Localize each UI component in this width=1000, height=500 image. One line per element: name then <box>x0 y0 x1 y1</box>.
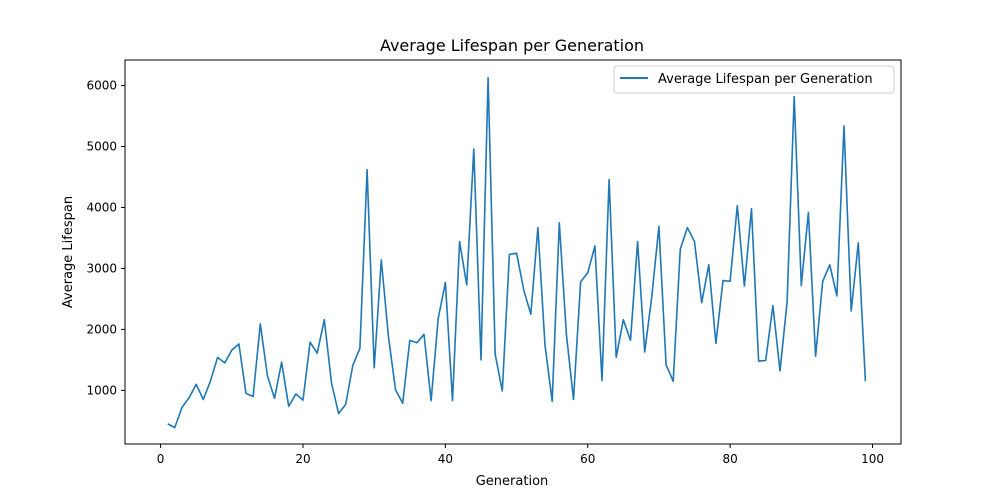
plot-frame <box>124 59 902 445</box>
legend-box <box>613 65 895 94</box>
legend: Average Lifespan per Generation <box>613 65 895 94</box>
y-tick-label: 2000 <box>86 322 117 336</box>
series-line <box>167 76 867 429</box>
x-axis-label: Generation <box>476 474 549 489</box>
y-tick-label: 3000 <box>86 261 117 275</box>
x-tick-label: 80 <box>722 452 737 466</box>
y-tick-label: 6000 <box>86 79 117 93</box>
y-axis-label: Average Lifespan <box>61 196 76 308</box>
y-tick-label: 4000 <box>86 201 117 215</box>
plot-area <box>167 76 867 429</box>
legend-label: Average Lifespan per Generation <box>658 72 873 87</box>
y-tick-label: 1000 <box>86 383 117 397</box>
x-tick-label: 60 <box>580 452 595 466</box>
x-tick-label: 100 <box>861 452 884 466</box>
chart-title: Average Lifespan per Generation <box>380 36 644 55</box>
x-tick-label: 0 <box>157 452 165 466</box>
x-axis: 0 20 40 60 80 100 <box>157 444 884 466</box>
x-tick-label: 20 <box>295 452 310 466</box>
y-tick-label: 5000 <box>86 140 117 154</box>
y-axis: 1000 2000 3000 4000 5000 6000 <box>86 79 125 397</box>
x-tick-label: 40 <box>438 452 453 466</box>
